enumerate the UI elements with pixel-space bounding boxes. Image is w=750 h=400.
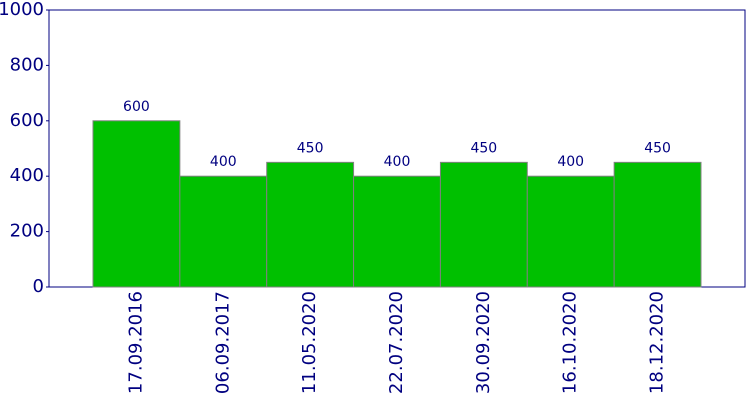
bar xyxy=(526,175,615,288)
x-tick-label: 17.09.2016 xyxy=(125,291,146,394)
bar xyxy=(92,120,181,288)
value-label: 400 xyxy=(384,154,411,170)
value-label: 450 xyxy=(470,140,497,156)
value-label: 600 xyxy=(123,99,150,115)
x-tick-label: 30.09.2020 xyxy=(473,291,494,394)
value-label: 450 xyxy=(297,140,324,156)
x-tick-label: 11.05.2020 xyxy=(299,291,320,394)
y-tick-label: 1000 xyxy=(0,0,44,20)
y-tick-label: 600 xyxy=(10,110,44,131)
bar xyxy=(439,161,528,288)
bar xyxy=(266,161,355,288)
bar xyxy=(179,175,268,288)
y-tick-label: 0 xyxy=(33,276,44,297)
value-label: 400 xyxy=(210,154,237,170)
x-tick-label: 16.10.2020 xyxy=(560,291,581,394)
value-label: 400 xyxy=(557,154,584,170)
bar xyxy=(613,161,702,288)
x-tick-label: 22.07.2020 xyxy=(386,291,407,394)
y-tick-label: 800 xyxy=(10,54,44,75)
bar xyxy=(353,175,441,288)
value-label: 450 xyxy=(644,140,671,156)
x-tick-label: 18.12.2020 xyxy=(647,291,668,394)
y-tick-label: 200 xyxy=(10,221,44,242)
y-tick-label: 400 xyxy=(10,165,44,186)
x-tick-label: 06.09.2017 xyxy=(212,291,233,394)
